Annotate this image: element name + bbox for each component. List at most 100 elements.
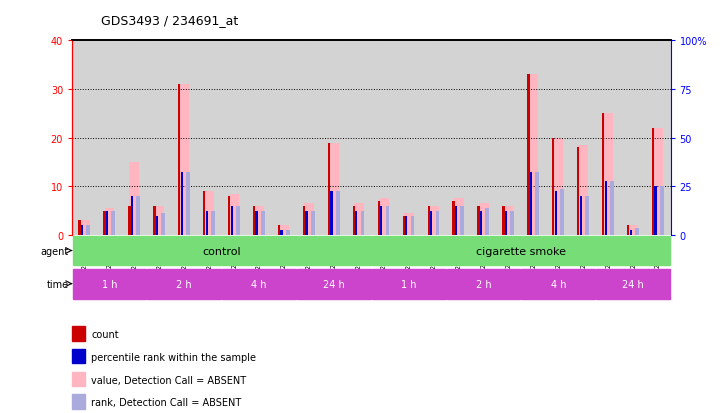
Bar [180,85,190,235]
Bar [211,211,215,235]
Bar [154,206,164,235]
Bar [360,211,364,235]
Bar [162,214,165,235]
Bar [87,225,90,235]
Bar [402,216,405,235]
Bar [577,148,580,235]
Bar [453,202,455,235]
Bar [231,206,233,235]
Text: control: control [203,246,241,256]
Bar [353,206,355,235]
Bar [605,182,607,235]
Bar [254,206,264,235]
Bar [505,211,507,235]
Bar [228,197,230,235]
Bar [477,206,479,235]
Bar [421,41,446,235]
Bar [404,214,414,235]
Bar [510,211,514,235]
Bar [328,143,330,235]
Bar [603,114,613,235]
Text: time: time [47,279,69,289]
Bar [346,41,371,235]
Bar [261,211,265,235]
Bar [578,146,588,235]
Bar [297,269,371,299]
Bar [580,197,582,235]
Bar [485,209,489,235]
Bar [253,206,255,235]
Bar [655,187,657,235]
Bar [371,41,397,235]
Bar [446,269,521,299]
Bar [379,199,389,235]
Text: value, Detection Call = ABSENT: value, Detection Call = ABSENT [92,375,247,385]
Bar [72,326,85,341]
Bar [222,41,247,235]
Bar [130,163,139,235]
Bar [629,230,632,235]
Bar [79,221,89,235]
Bar [197,41,222,235]
Bar [278,225,280,235]
Bar [635,228,639,235]
Bar [354,204,364,235]
Bar [286,230,290,235]
Bar [528,75,539,235]
Bar [610,182,614,235]
Bar [378,202,380,235]
Bar [131,197,133,235]
Bar [627,225,629,235]
Bar [397,41,421,235]
Bar [571,41,596,235]
Bar [147,269,221,299]
Bar [303,206,305,235]
Bar [596,269,670,299]
Bar [205,211,208,235]
Bar [596,41,621,235]
Bar [111,211,115,235]
Text: 1 h: 1 h [102,279,118,289]
Bar [372,236,670,266]
Bar [106,211,108,235]
Text: cigarette smoke: cigarette smoke [476,246,566,256]
Bar [652,128,654,235]
Bar [428,206,430,235]
Bar [660,187,663,235]
Bar [560,189,564,235]
Bar [122,41,147,235]
Bar [105,209,115,235]
Bar [311,211,314,235]
Bar [503,206,505,235]
Bar [435,211,439,235]
Bar [521,269,596,299]
Bar [410,216,415,235]
Bar [471,41,496,235]
Bar [73,236,371,266]
Bar [236,206,240,235]
Bar [156,216,158,235]
Bar [455,206,457,235]
Bar [204,192,214,235]
Bar [147,41,172,235]
Text: 1 h: 1 h [401,279,417,289]
Text: agent: agent [41,246,69,256]
Bar [621,41,645,235]
Bar [552,138,554,235]
Text: 2 h: 2 h [476,279,491,289]
Bar [430,211,433,235]
Bar [128,206,131,235]
Bar [181,172,183,235]
Bar [79,221,81,235]
Bar [480,211,482,235]
Bar [247,41,272,235]
Bar [405,216,407,235]
Bar [203,192,205,235]
Bar [546,41,571,235]
Bar [554,192,557,235]
Bar [103,211,106,235]
Text: 4 h: 4 h [252,279,267,289]
Bar [229,194,239,235]
Bar [172,41,197,235]
Bar [154,206,156,235]
